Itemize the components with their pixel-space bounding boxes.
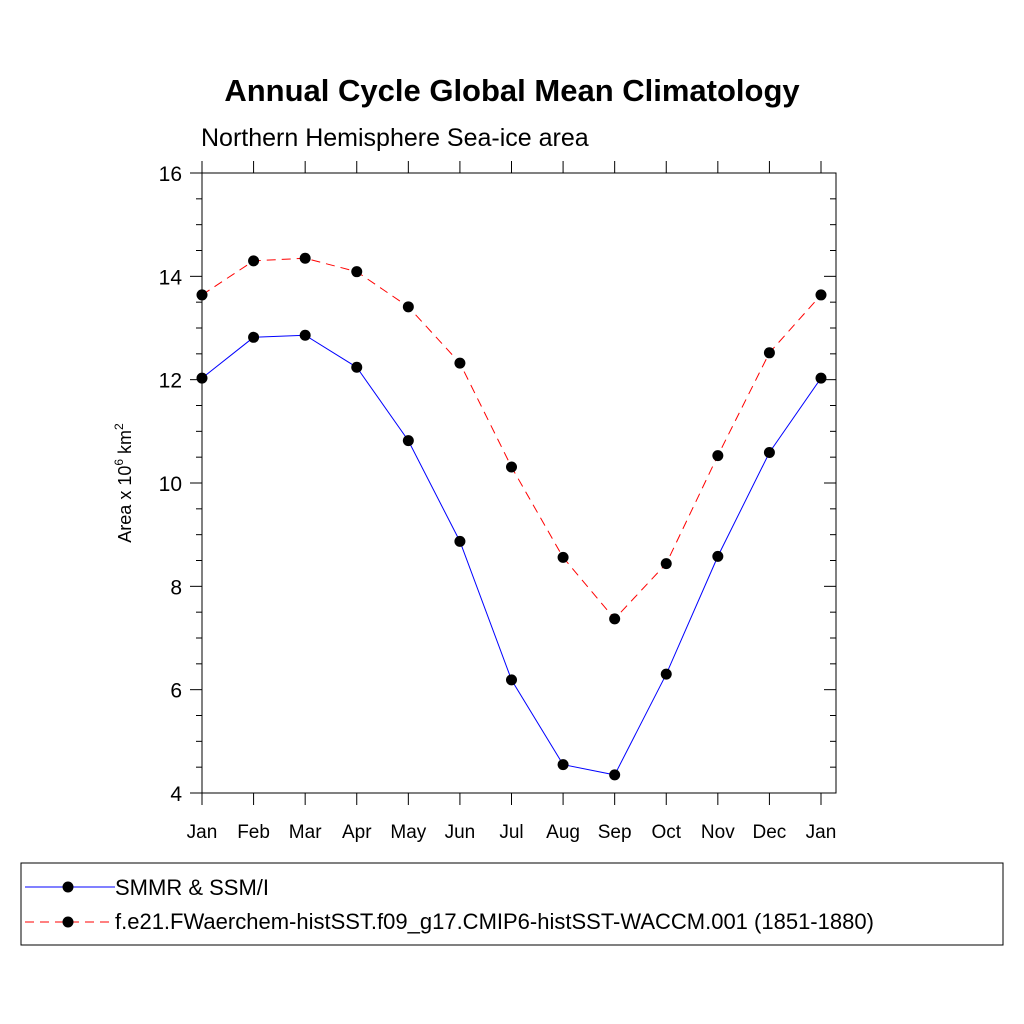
- data-point-s1-0: [196, 289, 208, 301]
- y-tick-label: 8: [170, 576, 182, 599]
- axes: 4 6 8 10 12 14 16 Jan Feb Mar Apr May Jun Jul Aug Sep Oc…: [159, 161, 837, 843]
- y-axis-label-unit-exponent: 2: [112, 423, 126, 430]
- data-point-s1-1: [248, 255, 260, 267]
- x-tick-label: Apr: [342, 822, 372, 843]
- y-tick-label: 6: [170, 680, 182, 703]
- y-axis-label: Area x 106 km2: [112, 423, 135, 543]
- chart-title: Annual Cycle Global Mean Climatology: [224, 73, 800, 108]
- y-tick-label: 14: [159, 266, 183, 289]
- legend-marker-obs: [62, 881, 74, 893]
- legend-label-obs: SMMR & SSM/I: [115, 875, 269, 900]
- legend-label-model: f.e21.FWaerchem-histSST.f09_g17.CMIP6-hi…: [115, 909, 874, 934]
- y-axis-label-exponent: 6: [112, 459, 126, 466]
- data-point-s1-12: [815, 289, 827, 301]
- data-point-s1-10: [712, 450, 724, 462]
- y-axis-label-unit: km: [115, 430, 135, 459]
- x-tick-label: Feb: [237, 822, 270, 843]
- data-point-s0-10: [712, 550, 724, 562]
- legend: SMMR & SSM/I f.e21.FWaerchem-histSST.f09…: [20, 862, 1004, 946]
- data-point-s1-4: [402, 301, 414, 313]
- data-point-s1-5: [454, 357, 466, 369]
- series-line-1: [201, 257, 822, 620]
- data-point-s1-8: [609, 613, 621, 625]
- data-point-s0-9: [660, 668, 672, 680]
- data-point-s1-9: [660, 558, 672, 570]
- data-point-s0-12: [815, 372, 827, 384]
- y-tick-label: 4: [170, 783, 182, 806]
- data-point-s1-6: [506, 461, 517, 473]
- x-tick-label: Dec: [753, 822, 787, 843]
- y-tick-label: 16: [159, 163, 182, 186]
- data-point-s0-11: [763, 447, 775, 459]
- data-point-s0-4: [402, 435, 414, 447]
- x-tick-label: Jul: [499, 822, 523, 843]
- x-tick-label: Oct: [651, 822, 681, 843]
- data-point-s0-6: [506, 674, 517, 686]
- plot-frame: [201, 172, 837, 794]
- data-point-s0-2: [299, 329, 311, 341]
- x-tick-label: Mar: [289, 822, 322, 843]
- data-point-s1-2: [299, 252, 311, 264]
- data-point-s1-3: [351, 266, 363, 278]
- series-layer: [196, 252, 827, 781]
- data-point-s0-1: [248, 331, 260, 343]
- x-tick-label: Jan: [806, 822, 837, 843]
- data-point-s0-7: [557, 759, 569, 771]
- legend-box: [20, 862, 1004, 946]
- x-tick-label: Jan: [187, 822, 218, 843]
- x-tick-label: Jun: [445, 822, 476, 843]
- x-tick-label: Sep: [598, 822, 632, 843]
- data-point-s0-3: [351, 361, 363, 373]
- data-point-s1-11: [763, 347, 775, 359]
- series-line-0: [201, 334, 822, 776]
- x-tick-label: Aug: [546, 822, 580, 843]
- data-point-s0-5: [454, 535, 466, 547]
- legend-marker-model: [62, 916, 74, 928]
- chart-subtitle: Northern Hemisphere Sea-ice area: [201, 124, 589, 152]
- y-axis-label-base: Area x 10: [115, 466, 135, 543]
- x-tick-label: May: [390, 822, 426, 843]
- data-point-s1-7: [557, 551, 569, 563]
- data-point-s0-8: [609, 769, 621, 781]
- data-point-s0-0: [196, 372, 208, 384]
- y-tick-label: 10: [159, 473, 182, 496]
- y-tick-label: 12: [159, 370, 182, 393]
- x-tick-label: Nov: [701, 822, 735, 843]
